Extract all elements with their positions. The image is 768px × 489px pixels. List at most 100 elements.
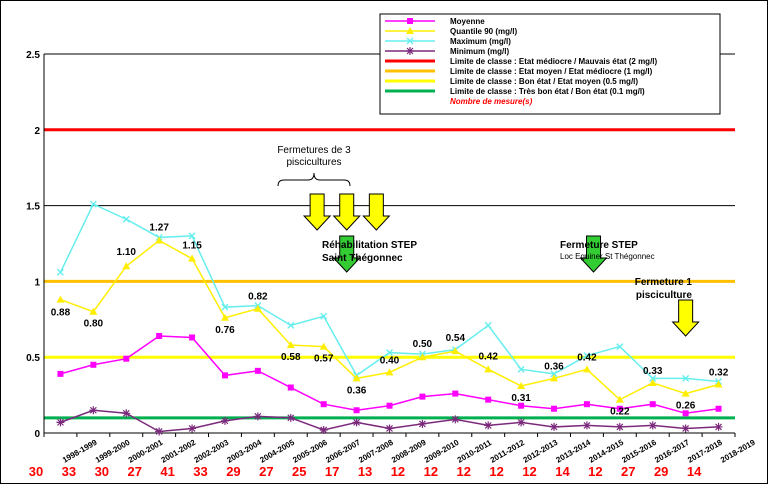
data-point (56, 295, 65, 303)
data-label: 0.42 (478, 351, 498, 362)
data-point (188, 232, 196, 240)
data-point (386, 402, 393, 409)
data-point (615, 422, 624, 431)
data-point (451, 347, 460, 355)
measure-count: 17 (325, 464, 339, 479)
data-point (221, 303, 229, 311)
legend-label: Limite de classe : Très bon état / Bon é… (450, 87, 645, 96)
data-label: 0.32 (709, 367, 729, 378)
measure-count: 30 (29, 464, 43, 479)
data-point (89, 406, 98, 415)
measure-count: 12 (391, 464, 405, 479)
data-label: 0.42 (577, 352, 597, 363)
data-point (287, 384, 294, 391)
annotation-subtitle: Saint Thégonnec (322, 253, 403, 264)
annotation-arrow (362, 193, 391, 231)
legend-marker (407, 18, 413, 24)
annotation-title: Fermeture STEP (560, 240, 638, 251)
series-group (56, 200, 723, 436)
data-point (122, 215, 130, 223)
measure-count: 12 (522, 464, 536, 479)
data-point (385, 424, 394, 433)
data-point (287, 321, 295, 329)
data-point (386, 349, 393, 357)
measure-count: 41 (160, 464, 174, 479)
data-label: 0.33 (643, 366, 663, 377)
data-label: 0.31 (511, 393, 531, 404)
data-point (714, 422, 723, 431)
legend-label: Minimum (mg/l) (450, 47, 509, 56)
data-label: 0.36 (544, 361, 564, 372)
data-point (517, 365, 525, 373)
annotation-arrow (671, 299, 700, 337)
data-point (682, 374, 690, 382)
data-point (550, 370, 558, 378)
data-label: 0.57 (314, 354, 334, 365)
data-point (155, 236, 164, 244)
data-point (648, 421, 657, 430)
data-point (57, 370, 64, 377)
legend-label: Limite de classe : Etat médiocre / Mauva… (450, 57, 658, 66)
annotation-subtitle: piscicultures (286, 157, 341, 168)
measure-count: 12 (424, 464, 438, 479)
measure-count: 12 (457, 464, 471, 479)
legend-label: Nombre de mesure(s) (450, 97, 533, 106)
data-point (517, 382, 526, 390)
measure-count: 12 (588, 464, 602, 479)
data-label: 0.50 (413, 339, 433, 350)
data-label: 0.58 (281, 352, 301, 363)
data-point (89, 200, 97, 208)
measure-count: 14 (687, 464, 702, 479)
legend-marker (406, 27, 414, 34)
annotation-arrow (302, 193, 332, 231)
data-point (451, 415, 460, 424)
data-label: 0.54 (446, 333, 466, 344)
measure-count: 12 (489, 464, 503, 479)
legend-marker (406, 37, 414, 45)
data-label: 1.27 (149, 222, 169, 233)
data-point (550, 422, 559, 431)
data-point (253, 412, 262, 421)
data-label: 0.88 (51, 308, 71, 319)
data-point (188, 424, 197, 433)
measure-count: 33 (193, 464, 207, 479)
data-point (616, 343, 624, 351)
data-label: 0.82 (248, 292, 268, 303)
data-point (485, 396, 492, 403)
legend-label: Moyenne (450, 17, 485, 26)
legend-label: Limite de classe : Bon état / Etat moyen… (450, 77, 638, 86)
data-point (582, 365, 591, 373)
data-point (616, 405, 623, 412)
y-tick-label: 1.5 (26, 202, 40, 213)
legend-label: Limite de classe : Etat moyen / Etat méd… (450, 67, 653, 76)
data-point (253, 304, 262, 312)
annotation-title: Fermetures de 3 (277, 145, 351, 156)
data-point (484, 421, 493, 430)
measure-count: 25 (292, 464, 306, 479)
data-point (353, 407, 360, 414)
annotation-subtitle: pisciculture (636, 290, 693, 301)
data-point (320, 401, 327, 408)
data-point (122, 262, 131, 270)
data-point (90, 361, 97, 368)
data-point (648, 378, 657, 386)
data-point (188, 254, 197, 262)
data-point (319, 342, 328, 350)
data-point (352, 418, 361, 427)
data-point (715, 405, 722, 412)
legend-label: Quantile 90 (mg/l) (450, 27, 517, 36)
measure-count: 27 (127, 464, 141, 479)
y-tick-label: 2.5 (26, 50, 40, 61)
data-point (319, 425, 328, 434)
data-point (56, 268, 64, 276)
measure-count: 29 (654, 464, 668, 479)
data-point (452, 390, 459, 397)
data-point (220, 313, 229, 321)
data-point (582, 421, 591, 430)
data-point (419, 393, 426, 400)
data-point (518, 402, 525, 409)
data-labels: 0.88 0.80 1.10 1.27 1.15 0.76 0.82 0.58 0.57 0.36… (51, 222, 729, 417)
data-label: 0.26 (676, 401, 696, 412)
